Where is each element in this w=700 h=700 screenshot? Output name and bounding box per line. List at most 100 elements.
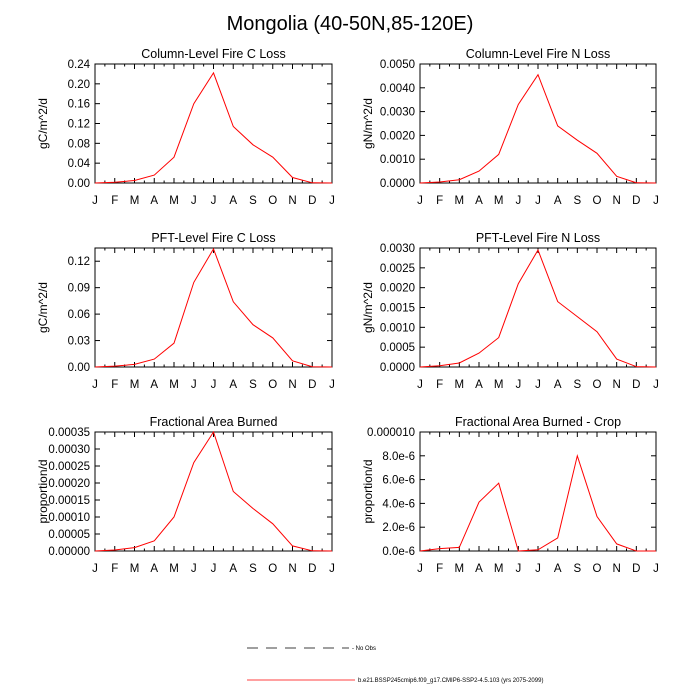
y-tick-label: 0.00: [68, 178, 90, 190]
x-tick-label: J: [653, 379, 659, 391]
x-tick-label: J: [211, 563, 217, 575]
panel-title: PFT-Level Fire C Loss: [151, 231, 275, 245]
y-tick-label: 0.00025: [48, 461, 90, 473]
panel-title: Column-Level Fire N Loss: [466, 47, 611, 61]
y-tick-label: 0.20: [68, 79, 90, 91]
panel-title: Fractional Area Burned - Crop: [455, 415, 621, 429]
x-tick-label: F: [436, 195, 443, 207]
x-tick-label: A: [229, 379, 237, 391]
x-tick-label: F: [111, 379, 118, 391]
y-axis-label: proportion/d: [36, 459, 50, 523]
y-tick-label: 2.0e-6: [382, 522, 415, 534]
x-tick-label: S: [249, 195, 257, 207]
x-tick-label: F: [111, 195, 118, 207]
x-tick-label: S: [573, 563, 581, 575]
x-tick-label: J: [191, 563, 197, 575]
y-tick-label: 0.00000: [48, 546, 90, 558]
y-tick-label: 0.16: [68, 99, 90, 111]
y-tick-label: 0.0010: [380, 154, 415, 166]
y-tick-label: 0.06: [68, 309, 90, 321]
plot-frame: [94, 247, 333, 368]
x-tick-label: M: [494, 379, 504, 391]
x-tick-label: N: [613, 195, 621, 207]
x-tick-label: S: [249, 379, 257, 391]
y-tick-label: 0.24: [68, 59, 91, 71]
y-axis-label: gN/m^2/d: [361, 282, 375, 333]
y-tick-label: 0.12: [68, 256, 90, 268]
x-tick-label: J: [211, 379, 217, 391]
y-tick-label: 0.0015: [380, 303, 415, 315]
x-tick-label: J: [417, 563, 423, 575]
x-tick-label: D: [632, 195, 640, 207]
y-tick-label: 0.00035: [48, 427, 90, 439]
x-tick-label: A: [229, 195, 237, 207]
x-tick-label: N: [288, 379, 296, 391]
plot-frame: [419, 247, 657, 368]
x-tick-label: M: [169, 563, 179, 575]
panel-title: PFT-Level Fire N Loss: [476, 231, 600, 245]
x-tick-label: S: [573, 379, 581, 391]
y-tick-label: 0.0000: [380, 178, 415, 190]
plot-frame: [94, 63, 333, 184]
y-tick-label: 0.08: [68, 138, 90, 150]
x-tick-label: J: [92, 195, 98, 207]
y-tick-label: 0.0020: [380, 283, 415, 295]
panel-title: Fractional Area Burned: [150, 415, 278, 429]
x-tick-label: F: [111, 563, 118, 575]
x-tick-label: A: [150, 195, 158, 207]
x-tick-label: A: [475, 379, 483, 391]
x-tick-label: M: [169, 379, 179, 391]
x-tick-label: A: [475, 563, 483, 575]
x-tick-label: O: [268, 195, 277, 207]
series-line: [419, 248, 657, 368]
series-line: [419, 453, 656, 552]
x-tick-label: N: [613, 379, 621, 391]
x-tick-label: O: [593, 195, 602, 207]
x-tick-label: M: [130, 563, 140, 575]
y-tick-label: 0.0025: [380, 263, 415, 275]
panel-title: Column-Level Fire C Loss: [141, 47, 286, 61]
x-tick-label: D: [308, 379, 316, 391]
y-axis-label: gN/m^2/d: [361, 98, 375, 149]
x-tick-label: J: [417, 195, 423, 207]
y-tick-label: 0.0030: [380, 107, 415, 119]
x-tick-label: F: [436, 379, 443, 391]
series-line: [419, 73, 657, 184]
y-axis-label: gC/m^2/d: [36, 282, 50, 333]
x-tick-label: F: [436, 563, 443, 575]
y-tick-label: 0.00: [68, 362, 90, 374]
y-tick-label: 0.09: [68, 283, 90, 295]
y-tick-label: 6.0e-6: [382, 475, 415, 487]
y-tick-label: 0.00030: [48, 444, 90, 456]
x-tick-label: J: [329, 195, 335, 207]
x-tick-label: J: [329, 379, 335, 391]
y-axis-label: gC/m^2/d: [36, 98, 50, 149]
x-tick-label: J: [535, 379, 541, 391]
y-axis-label: proportion/d: [361, 459, 375, 523]
y-tick-label: 4.0e-6: [382, 498, 415, 510]
plot-frame: [94, 431, 333, 552]
x-tick-label: M: [130, 379, 140, 391]
y-tick-label: 0.000010: [367, 427, 415, 439]
legend: - No Obs b.e21.BSSP245cmip6.f09_g17.CMIP…: [247, 646, 543, 684]
x-tick-label: A: [150, 379, 158, 391]
series-line: [94, 430, 333, 552]
x-tick-label: M: [494, 195, 504, 207]
x-tick-label: N: [288, 195, 296, 207]
legend-model-label: b.e21.BSSP245cmip6.f09_g17.CMIP6-SSP2-4.…: [358, 678, 543, 684]
x-tick-label: J: [191, 195, 197, 207]
y-tick-label: 0.0005: [380, 342, 415, 354]
x-tick-label: M: [455, 379, 465, 391]
x-tick-label: J: [535, 563, 541, 575]
x-tick-label: N: [613, 563, 621, 575]
x-tick-label: J: [92, 563, 98, 575]
x-tick-label: A: [554, 379, 562, 391]
x-tick-label: O: [593, 379, 602, 391]
x-tick-label: D: [308, 195, 316, 207]
y-tick-label: 0.04: [68, 158, 91, 170]
x-tick-label: A: [475, 195, 483, 207]
x-tick-label: J: [515, 563, 521, 575]
